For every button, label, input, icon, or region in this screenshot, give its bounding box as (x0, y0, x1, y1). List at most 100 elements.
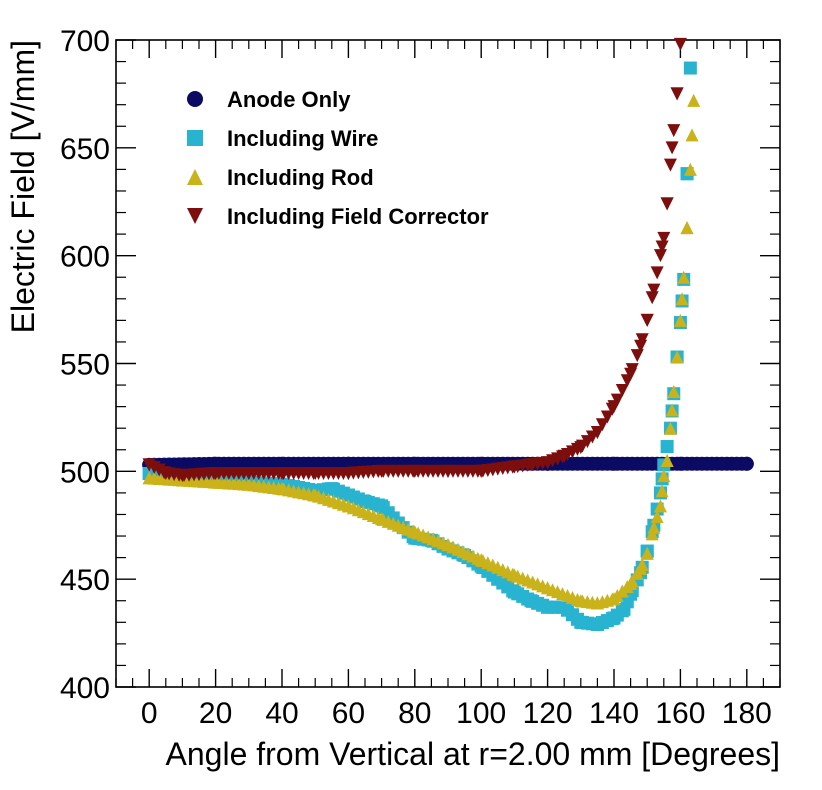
legend: Anode Only Including Wire Including Rod Inc… (187, 87, 489, 229)
data-layer (142, 37, 754, 631)
data-point (375, 512, 389, 526)
data-point (617, 602, 631, 616)
y-axis-title: Electric Field [V/mm] (5, 40, 41, 333)
data-point (653, 249, 667, 263)
data-point (242, 466, 256, 480)
data-point (647, 283, 661, 297)
data-point (673, 313, 687, 327)
data-point (574, 441, 588, 455)
data-point (680, 221, 694, 235)
data-point (607, 592, 621, 606)
data-point (408, 525, 422, 539)
data-point (663, 421, 677, 435)
data-point (665, 403, 679, 417)
data-point (683, 162, 697, 176)
data-point (653, 499, 667, 513)
x-tick-label: 80 (398, 697, 431, 730)
data-point (441, 538, 455, 552)
data-point (341, 466, 355, 480)
data-point (275, 482, 289, 496)
data-point (507, 585, 521, 599)
data-point (645, 291, 659, 305)
data-point (441, 464, 455, 478)
x-tick-label: 120 (523, 697, 573, 730)
data-point (524, 594, 538, 608)
data-point (670, 87, 684, 101)
legend-marker (187, 169, 203, 185)
data-point (574, 594, 588, 608)
data-point (615, 383, 629, 397)
data-point (607, 611, 621, 625)
y-tick-label: 500 (60, 456, 110, 489)
data-point (667, 385, 681, 399)
data-point (175, 469, 189, 483)
data-point (209, 475, 223, 489)
data-point (650, 266, 664, 280)
data-point (660, 454, 674, 468)
data-point (507, 568, 521, 582)
legend-label: Including Wire (227, 126, 378, 151)
data-point (541, 600, 555, 614)
data-point (647, 520, 661, 534)
data-point (607, 400, 621, 414)
legend-marker (187, 91, 203, 107)
data-point (524, 458, 538, 472)
data-point (670, 350, 684, 364)
x-tick-label: 180 (722, 697, 772, 730)
data-point (634, 339, 648, 353)
data-point (685, 128, 699, 142)
data-point (640, 546, 654, 560)
data-point (624, 576, 638, 590)
y-tick-label: 400 (60, 672, 110, 705)
data-point (590, 426, 604, 440)
data-point (673, 37, 687, 51)
data-point (242, 477, 256, 491)
data-point (358, 495, 372, 509)
data-point (650, 510, 664, 524)
x-axis-title: Angle from Vertical at r=2.00 mm [Degree… (166, 736, 780, 772)
data-point (142, 471, 156, 485)
data-point (341, 488, 355, 502)
y-tick-label: 600 (60, 241, 110, 274)
data-point (624, 367, 638, 381)
data-point (590, 617, 604, 631)
data-point (683, 61, 697, 75)
data-point (657, 469, 671, 483)
data-point (159, 466, 173, 480)
data-point (655, 484, 669, 498)
x-tick-label: 160 (655, 697, 705, 730)
data-point (574, 615, 588, 629)
y-tick-label: 650 (60, 133, 110, 166)
x-tick-label: 60 (332, 697, 365, 730)
y-tick-label: 550 (60, 349, 110, 382)
x-tick-label: 140 (589, 697, 639, 730)
data-point (663, 158, 677, 172)
data-point (634, 561, 648, 575)
data-point (375, 464, 389, 478)
x-tick-label: 0 (141, 697, 158, 730)
data-point (657, 231, 671, 245)
legend-label: Including Field Corrector (227, 204, 489, 229)
data-point (687, 93, 701, 107)
data-point (541, 581, 555, 595)
data-point (667, 124, 681, 138)
legend-label: Anode Only (227, 87, 351, 112)
data-point (590, 596, 604, 610)
y-tick-label: 700 (60, 25, 110, 58)
data-point (341, 499, 355, 513)
data-point (557, 449, 571, 463)
data-point (660, 440, 674, 454)
data-point (677, 270, 691, 284)
data-point (675, 292, 689, 306)
data-point (600, 410, 614, 424)
data-point (541, 456, 555, 470)
data-point (474, 553, 488, 567)
data-point (607, 456, 621, 471)
x-tick-label: 20 (199, 697, 232, 730)
data-point (275, 466, 289, 480)
ticks-layer: 0 20 40 60 80 100 120 140 160 180 400 450 500 550 600 6… (60, 25, 781, 730)
x-tick-label: 100 (456, 697, 506, 730)
data-point (595, 418, 609, 432)
data-point (655, 240, 669, 254)
